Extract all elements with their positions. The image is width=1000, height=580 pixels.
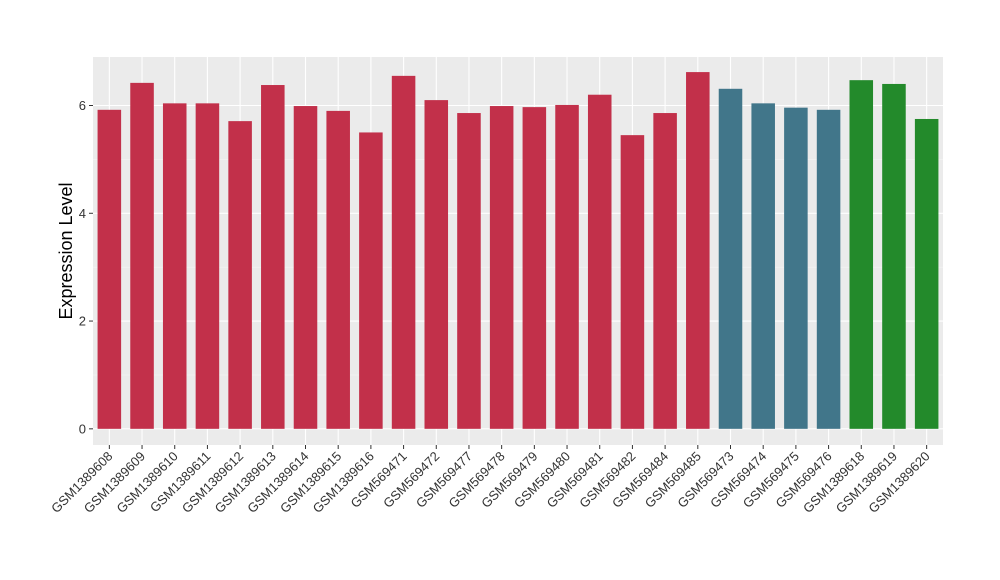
bar-GSM1389616 bbox=[359, 132, 383, 429]
bar-GSM569480 bbox=[555, 104, 579, 429]
bar-GSM1389615 bbox=[326, 110, 350, 429]
plot-panel bbox=[93, 57, 943, 445]
y-axis-title: Expression Level bbox=[56, 182, 76, 319]
bar-GSM569484 bbox=[653, 113, 677, 429]
bar-GSM569482 bbox=[620, 135, 645, 429]
bar-GSM569478 bbox=[489, 106, 514, 429]
bar-GSM569474 bbox=[751, 103, 775, 429]
bar-GSM1389612 bbox=[228, 121, 252, 429]
bars bbox=[97, 72, 939, 429]
y-tick-label: 2 bbox=[79, 314, 86, 329]
bar-GSM569477 bbox=[457, 113, 481, 429]
bar-GSM569479 bbox=[522, 107, 547, 429]
bar-GSM1389613 bbox=[261, 85, 285, 429]
y-tick-label: 6 bbox=[79, 98, 86, 113]
bar-GSM569472 bbox=[424, 100, 449, 429]
bar-GSM1389609 bbox=[130, 82, 154, 429]
bar-GSM1389619 bbox=[882, 83, 906, 429]
bar-GSM569485 bbox=[686, 72, 710, 429]
bar-GSM1389608 bbox=[97, 109, 122, 429]
bar-GSM569473 bbox=[718, 88, 743, 429]
bar-GSM1389610 bbox=[162, 103, 187, 429]
y-axis: 0 2 4 6 bbox=[79, 98, 93, 436]
bar-GSM569481 bbox=[587, 94, 612, 429]
bar-GSM1389620 bbox=[914, 118, 939, 429]
bar-GSM569475 bbox=[784, 107, 808, 429]
y-tick-label: 0 bbox=[79, 421, 86, 436]
bar-GSM1389614 bbox=[293, 106, 318, 429]
bar-GSM1389618 bbox=[849, 80, 874, 429]
x-axis: GSM1389608GSM1389609GSM1389610GSM1389611… bbox=[48, 445, 933, 516]
bar-GSM569471 bbox=[391, 75, 416, 429]
y-tick-label: 4 bbox=[79, 206, 86, 221]
bar-GSM1389611 bbox=[195, 103, 220, 429]
bar-GSM569476 bbox=[816, 109, 841, 429]
